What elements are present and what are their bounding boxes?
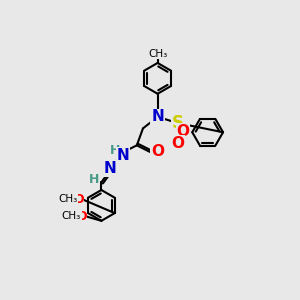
Text: N: N <box>103 161 116 176</box>
Text: S: S <box>172 114 184 132</box>
Text: O: O <box>151 144 164 159</box>
Text: H: H <box>110 144 120 157</box>
Text: O: O <box>76 210 87 223</box>
Text: N: N <box>117 148 129 163</box>
Text: CH₃: CH₃ <box>62 211 81 221</box>
Text: O: O <box>171 136 184 151</box>
Text: CH₃: CH₃ <box>59 194 78 204</box>
Text: O: O <box>176 124 190 139</box>
Text: N: N <box>151 109 164 124</box>
Text: CH₃: CH₃ <box>148 49 167 59</box>
Text: H: H <box>89 173 100 186</box>
Text: O: O <box>73 193 84 206</box>
